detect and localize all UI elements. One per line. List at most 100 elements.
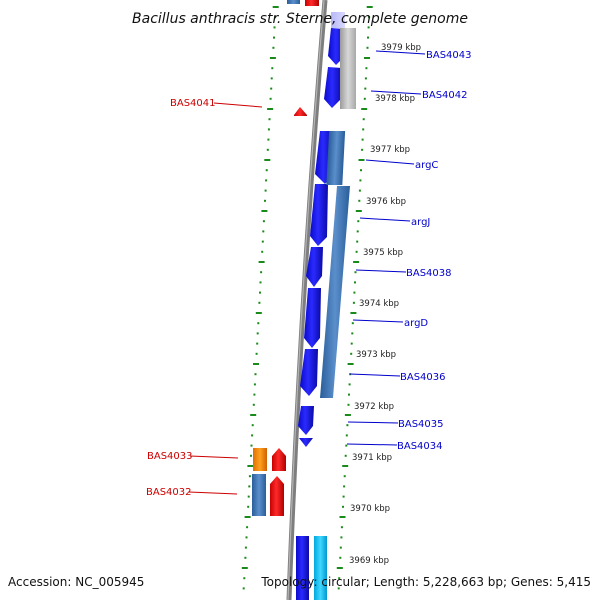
cds-bas4041[interactable] bbox=[294, 107, 307, 116]
gene-label-bas4038[interactable]: BAS4038 bbox=[406, 268, 452, 279]
gene-label-argc[interactable]: argC bbox=[415, 160, 438, 171]
guide-dot bbox=[244, 546, 247, 549]
topology-text: Topology: circular; Length: 5,228,663 bp… bbox=[260, 575, 591, 589]
tick-label: 3976 kbp bbox=[366, 197, 406, 207]
gene-label-bas4032[interactable]: BAS4032 bbox=[146, 487, 192, 498]
guide-dot bbox=[352, 301, 355, 304]
guide-dot bbox=[367, 36, 369, 39]
guide-dot bbox=[253, 393, 256, 396]
steel-bar-main bbox=[320, 186, 350, 398]
guide-dot bbox=[340, 526, 343, 529]
guide-dot bbox=[365, 67, 368, 70]
steel-bar-upper bbox=[326, 131, 346, 185]
gene-label-bas4042[interactable]: BAS4042 bbox=[422, 90, 468, 101]
gene-label-bas4034[interactable]: BAS4034 bbox=[397, 441, 443, 452]
guide-dot bbox=[354, 281, 356, 284]
leader-bas4032 bbox=[188, 491, 238, 495]
leader-bas4036 bbox=[349, 373, 401, 377]
guide-dot bbox=[261, 250, 264, 253]
guide-dot bbox=[273, 36, 275, 39]
tick-label: 3979 kbp bbox=[381, 43, 421, 53]
guide-dot bbox=[251, 434, 254, 437]
cds-bas4032-steel[interactable] bbox=[252, 474, 266, 516]
cds-bas4032-red[interactable] bbox=[270, 476, 284, 516]
guide-dot bbox=[353, 261, 360, 263]
gene-label-argd[interactable]: argD bbox=[404, 318, 428, 329]
cyan-gene-bar bbox=[314, 536, 327, 600]
guide-dot bbox=[256, 332, 259, 335]
cds-top-red-partial bbox=[305, 0, 319, 6]
guide-dot bbox=[359, 179, 362, 182]
leader-bas4038 bbox=[355, 269, 407, 273]
tick-label: 3972 kbp bbox=[354, 402, 394, 412]
guide-dot bbox=[261, 210, 268, 212]
tick-label: 3975 kbp bbox=[363, 248, 403, 258]
tick-label: 3971 kbp bbox=[352, 453, 392, 463]
guide-dot bbox=[347, 363, 354, 365]
guide-dot bbox=[360, 169, 362, 172]
guide-dot bbox=[343, 475, 346, 478]
guide-dot bbox=[339, 556, 342, 559]
cds-bas4033-orange[interactable] bbox=[253, 448, 267, 471]
guide-dot bbox=[344, 454, 347, 457]
guide-dot bbox=[350, 352, 353, 355]
guide-dot bbox=[348, 393, 350, 396]
guide-dot bbox=[264, 189, 267, 192]
guide-dot bbox=[358, 199, 361, 202]
gene-label-bas4036[interactable]: BAS4036 bbox=[400, 372, 446, 383]
cds-argd[interactable] bbox=[304, 288, 321, 348]
guide-dot bbox=[271, 67, 274, 70]
guide-dot bbox=[242, 587, 245, 590]
cds-bas4033-red[interactable] bbox=[272, 448, 286, 471]
guide-dot bbox=[264, 199, 266, 202]
guide-dot bbox=[270, 87, 273, 90]
label-leaders bbox=[188, 50, 426, 495]
guide-dot bbox=[261, 240, 264, 243]
gene-label-bas4043[interactable]: BAS4043 bbox=[426, 50, 472, 61]
guide-dot bbox=[364, 77, 367, 80]
guide-dot bbox=[255, 352, 258, 355]
guide-dot bbox=[361, 148, 364, 151]
tick-label: 3974 kbp bbox=[359, 299, 399, 309]
guide-dot bbox=[248, 475, 251, 478]
leader-bas4034 bbox=[346, 443, 398, 446]
cds-bas4038[interactable] bbox=[306, 247, 323, 287]
guide-dot bbox=[253, 363, 259, 365]
gene-label-bas4041[interactable]: BAS4041 bbox=[170, 98, 216, 109]
leader-bas4043 bbox=[375, 50, 426, 55]
gene-label-argj[interactable]: argJ bbox=[411, 217, 430, 228]
guide-dot bbox=[342, 495, 345, 498]
leader-argj bbox=[359, 217, 411, 222]
guide-dot bbox=[364, 87, 367, 90]
guide-dot bbox=[366, 6, 373, 8]
cds-bottom-forward[interactable] bbox=[296, 536, 309, 600]
guide-dot bbox=[274, 16, 277, 19]
leader-bas4041 bbox=[213, 102, 263, 108]
guide-dot bbox=[363, 97, 366, 100]
guide-dot bbox=[337, 587, 340, 590]
leader-bas4035 bbox=[347, 421, 399, 424]
guide-dot bbox=[247, 495, 250, 498]
guide-dot bbox=[273, 26, 276, 29]
gene-product-bars bbox=[314, 28, 356, 600]
cds-bas4036[interactable] bbox=[300, 349, 318, 396]
guide-dot bbox=[258, 301, 261, 304]
guide-dot bbox=[345, 434, 348, 437]
guide-dot bbox=[268, 118, 271, 121]
cds-bas4035[interactable] bbox=[298, 406, 314, 435]
cds-bas4034[interactable] bbox=[299, 438, 313, 447]
guide-dot bbox=[357, 220, 360, 223]
guide-dot bbox=[343, 485, 346, 488]
guide-dot bbox=[356, 230, 359, 233]
cds-argj[interactable] bbox=[310, 184, 328, 246]
guide-dot bbox=[270, 77, 273, 80]
gene-label-bas4033[interactable]: BAS4033 bbox=[147, 451, 193, 462]
guide-dot bbox=[345, 444, 348, 447]
tick-label: 3973 kbp bbox=[356, 350, 396, 360]
gene-label-bas4035[interactable]: BAS4035 bbox=[398, 419, 444, 430]
cds-bas4042[interactable] bbox=[324, 67, 342, 108]
forward-strand-features bbox=[296, 12, 345, 600]
guide-dot bbox=[267, 128, 270, 131]
guide-dot bbox=[342, 465, 349, 467]
